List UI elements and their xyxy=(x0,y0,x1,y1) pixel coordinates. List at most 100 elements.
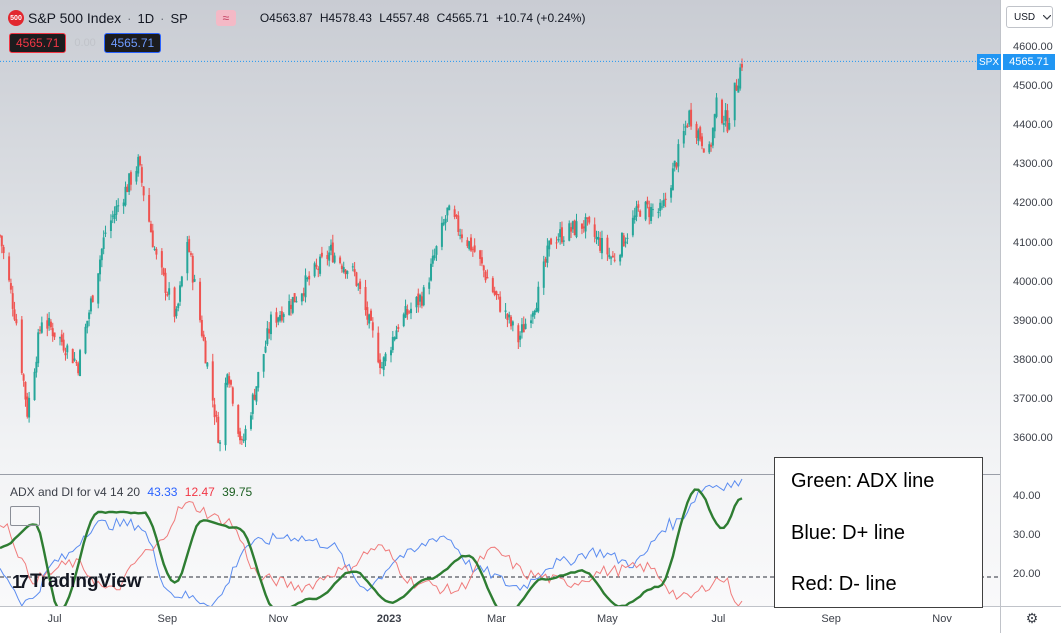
candle-body xyxy=(280,311,283,321)
candle-body xyxy=(175,308,178,316)
candle-body xyxy=(60,334,63,342)
candle-body xyxy=(613,259,616,261)
candle-body xyxy=(419,295,422,302)
candle-body xyxy=(559,229,562,238)
spread-value: 0.00 xyxy=(74,37,96,49)
candle-body xyxy=(508,314,511,318)
candle-body xyxy=(402,314,405,327)
price-axis[interactable]: 4600.00 4500.00 4400.00 4300.00 4200.00 4100.… xyxy=(1000,0,1061,619)
candle-body xyxy=(308,275,311,280)
candle-body xyxy=(677,144,680,167)
candle-body xyxy=(555,242,558,244)
candle-body xyxy=(331,242,334,263)
compare-icon[interactable]: ≈ xyxy=(215,10,236,26)
candle-body xyxy=(9,283,12,290)
candle-body xyxy=(637,204,640,208)
candle-body xyxy=(202,334,205,341)
candle-body xyxy=(597,237,600,240)
candle-body xyxy=(22,374,25,381)
candle-body xyxy=(39,329,42,331)
candle-body xyxy=(710,144,713,147)
candle-body xyxy=(542,261,545,288)
candle-body xyxy=(15,319,18,324)
candle-body xyxy=(51,328,54,337)
indicator-axis-tick: 30.00 xyxy=(1013,529,1041,541)
candle-body xyxy=(359,281,362,289)
candle-body xyxy=(59,337,62,339)
time-axis-tick: Nov xyxy=(268,613,289,625)
buy-price-button[interactable]: 4565.71 xyxy=(103,33,162,53)
candle-body xyxy=(482,265,485,271)
time-axis[interactable]: Jul Sep Nov 2023 Mar May Jul Sep Nov xyxy=(0,606,1000,633)
candle-body xyxy=(317,268,320,270)
candle-body xyxy=(364,287,367,311)
price-chart[interactable] xyxy=(0,0,1000,474)
candle-body xyxy=(211,361,214,401)
candle-body xyxy=(255,386,258,402)
candle-body xyxy=(240,438,243,440)
price-axis-tick: 4600.00 xyxy=(1013,41,1053,53)
candle-body xyxy=(269,314,272,335)
candle-body xyxy=(519,335,522,340)
candle-body xyxy=(251,394,254,414)
candle-body xyxy=(339,257,342,264)
candle-body xyxy=(495,291,498,295)
candle-body xyxy=(342,267,345,273)
candle-body xyxy=(8,256,11,281)
candle-body xyxy=(177,303,180,309)
candle-body xyxy=(11,293,14,309)
candle-body xyxy=(573,220,576,236)
indicator-settings-button[interactable] xyxy=(10,506,40,526)
candle-body xyxy=(720,99,723,124)
candle-body xyxy=(13,309,16,320)
candle-body xyxy=(346,270,349,275)
candle-body xyxy=(580,223,583,229)
pane-divider[interactable] xyxy=(0,474,1000,475)
candle-body xyxy=(275,312,278,323)
candle-body xyxy=(206,362,209,367)
interval-label[interactable]: 1D xyxy=(137,10,155,26)
time-axis-tick: Nov xyxy=(932,613,952,625)
candle-body xyxy=(215,415,218,417)
indicator-name[interactable]: ADX and DI for v4 14 20 xyxy=(10,485,141,499)
candle-body xyxy=(88,312,91,319)
separator: · xyxy=(127,10,132,26)
candle-body xyxy=(682,131,685,144)
candle-body xyxy=(480,257,483,264)
candle-body xyxy=(724,110,727,122)
gear-icon[interactable]: ⚙ xyxy=(1025,609,1039,626)
currency-button[interactable]: USD xyxy=(1006,6,1053,28)
candle-body xyxy=(571,221,574,230)
candle-body xyxy=(560,227,563,243)
candle-body xyxy=(53,332,56,338)
ohlc-values: O4563.87 H4578.43 L4557.48 C4565.71 +10.… xyxy=(260,11,590,25)
candle-body xyxy=(320,252,323,257)
candle-body xyxy=(288,301,291,315)
candle-body xyxy=(626,237,629,239)
candle-body xyxy=(737,85,740,93)
annotation-adx: Green: ADX line xyxy=(791,470,935,492)
price-axis-tick: 4100.00 xyxy=(1013,236,1053,249)
candle-body xyxy=(315,264,318,267)
candle-body xyxy=(484,271,487,281)
candle-body xyxy=(664,198,667,201)
candle-body xyxy=(504,310,507,312)
sell-price-button[interactable]: 4565.71 xyxy=(9,33,67,53)
candle-body xyxy=(486,277,489,279)
tradingview-wordmark: TradingView xyxy=(30,571,142,592)
candle-body xyxy=(66,345,69,353)
candle-body xyxy=(522,324,525,333)
candle-body xyxy=(575,221,578,238)
symbol-legend: 500 S&P 500 Index · 1D · SP ≈ O4563.87 H… xyxy=(8,8,589,28)
candle-body xyxy=(588,216,591,223)
tradingview-logo[interactable]: 17 TradingView xyxy=(12,571,142,593)
candle-body xyxy=(100,248,103,261)
candle-body xyxy=(35,361,38,373)
symbol-name[interactable]: S&P 500 Index xyxy=(28,10,122,26)
candle-body xyxy=(0,235,1,237)
candle-body xyxy=(670,187,673,198)
chart-canvas[interactable] xyxy=(0,0,1000,606)
candle-body xyxy=(479,250,482,259)
time-axis-tick: 2023 xyxy=(376,613,402,625)
candle-body xyxy=(166,294,169,296)
